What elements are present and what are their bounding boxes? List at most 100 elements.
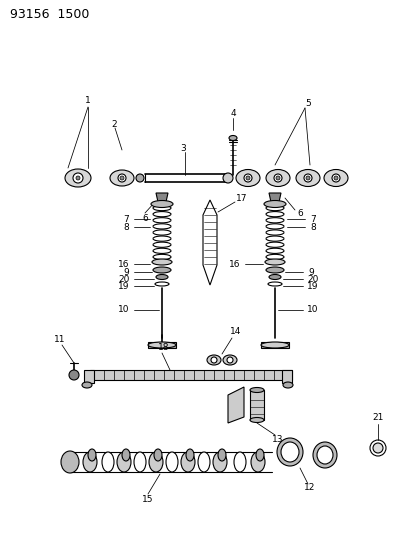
Ellipse shape [266,169,289,187]
Ellipse shape [312,442,336,468]
Text: 7: 7 [123,214,128,223]
Text: 10: 10 [118,305,129,314]
Ellipse shape [223,173,233,183]
Ellipse shape [136,174,144,182]
Ellipse shape [83,452,97,472]
Ellipse shape [249,417,263,423]
Polygon shape [260,342,288,348]
Ellipse shape [212,452,226,472]
Ellipse shape [280,442,298,462]
Ellipse shape [180,452,195,472]
Text: 21: 21 [371,414,383,423]
Ellipse shape [235,169,259,187]
Text: 11: 11 [54,335,66,344]
Text: 1: 1 [85,95,91,104]
Circle shape [275,176,279,180]
Ellipse shape [206,355,221,365]
Ellipse shape [266,267,283,273]
Text: 6: 6 [142,214,147,222]
Ellipse shape [372,443,382,453]
Circle shape [120,176,124,180]
Circle shape [305,176,309,180]
Ellipse shape [255,449,263,461]
Text: 7: 7 [309,214,315,223]
Polygon shape [202,200,216,285]
Circle shape [73,173,83,183]
Polygon shape [268,193,280,202]
Ellipse shape [154,449,161,461]
Text: 12: 12 [304,483,315,492]
Text: 19: 19 [306,281,318,290]
Text: 8: 8 [309,222,315,231]
Text: 19: 19 [118,281,129,290]
Text: 20: 20 [306,274,318,284]
Text: 93156  1500: 93156 1500 [10,7,89,20]
Ellipse shape [316,446,332,464]
Polygon shape [147,342,176,348]
Text: 3: 3 [180,143,185,152]
Circle shape [333,176,337,180]
Ellipse shape [263,200,285,207]
Text: 2: 2 [111,119,116,128]
Circle shape [118,174,126,182]
Polygon shape [156,193,168,202]
Circle shape [226,357,233,363]
Ellipse shape [250,452,264,472]
Text: 17: 17 [236,193,247,203]
Text: 20: 20 [118,274,129,284]
Ellipse shape [197,452,209,472]
Ellipse shape [122,449,130,461]
Ellipse shape [151,200,173,207]
Ellipse shape [369,440,385,456]
Ellipse shape [323,169,347,187]
Ellipse shape [152,259,171,265]
Ellipse shape [156,274,168,279]
Ellipse shape [61,451,79,473]
Ellipse shape [218,449,225,461]
Text: 8: 8 [123,222,128,231]
Text: 4: 4 [230,109,235,117]
Ellipse shape [249,387,263,392]
Polygon shape [90,370,291,380]
Ellipse shape [149,452,163,472]
Circle shape [273,174,281,182]
Ellipse shape [295,169,319,187]
Circle shape [76,176,80,180]
Text: 9: 9 [123,268,128,277]
Ellipse shape [147,342,176,348]
Polygon shape [228,387,243,423]
Ellipse shape [134,452,146,472]
Ellipse shape [117,452,131,472]
Circle shape [331,174,339,182]
Text: 13: 13 [272,434,283,443]
Circle shape [303,174,311,182]
Circle shape [243,174,252,182]
Ellipse shape [166,452,178,472]
Ellipse shape [65,169,91,187]
Text: 5: 5 [304,99,310,108]
Ellipse shape [282,382,292,388]
Ellipse shape [264,259,284,265]
Ellipse shape [185,449,194,461]
Circle shape [69,370,79,380]
Circle shape [211,357,216,363]
Polygon shape [249,390,263,420]
Text: 10: 10 [306,305,318,314]
Ellipse shape [82,382,92,388]
Circle shape [245,176,249,180]
Ellipse shape [223,355,236,365]
Ellipse shape [260,342,288,348]
Ellipse shape [110,170,134,186]
Text: 16: 16 [229,260,240,269]
Ellipse shape [233,452,245,472]
Text: 15: 15 [142,496,153,505]
Ellipse shape [88,449,96,461]
Polygon shape [84,370,94,383]
Polygon shape [281,370,291,383]
Text: 9: 9 [307,268,313,277]
Text: 14: 14 [230,327,241,336]
Ellipse shape [228,135,236,141]
Text: 16: 16 [118,260,129,269]
Text: 18: 18 [158,343,169,351]
Ellipse shape [153,267,171,273]
